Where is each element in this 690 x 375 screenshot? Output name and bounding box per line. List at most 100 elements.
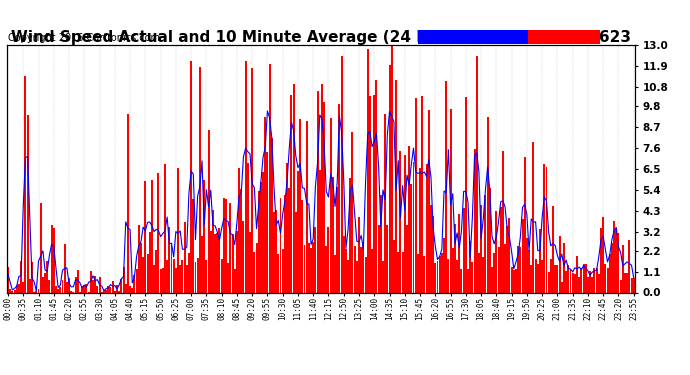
Bar	[338, 104, 340, 292]
Bar	[524, 157, 526, 292]
Bar	[247, 163, 249, 292]
Bar	[591, 277, 593, 292]
Bar	[454, 224, 456, 292]
FancyBboxPatch shape	[528, 30, 600, 44]
Bar	[184, 222, 186, 292]
Bar	[157, 173, 159, 292]
Bar	[103, 290, 105, 292]
Bar	[631, 278, 633, 292]
Bar	[149, 232, 150, 292]
Bar	[574, 274, 576, 292]
Bar	[199, 67, 201, 292]
Bar	[441, 253, 443, 292]
Bar	[310, 248, 312, 292]
Bar	[282, 249, 284, 292]
Bar	[349, 178, 351, 292]
Bar	[486, 117, 489, 292]
Bar	[242, 221, 244, 292]
Bar	[404, 155, 406, 292]
Bar	[332, 177, 334, 292]
Bar	[336, 188, 338, 292]
Bar	[548, 273, 550, 292]
Bar	[358, 217, 360, 292]
Bar	[469, 241, 471, 292]
Bar	[393, 240, 395, 292]
Bar	[277, 254, 279, 292]
Bar	[535, 259, 537, 292]
Bar	[484, 195, 486, 292]
Bar	[511, 267, 513, 292]
Bar	[561, 282, 563, 292]
Bar	[546, 166, 547, 292]
Bar	[556, 265, 558, 292]
Bar	[351, 132, 353, 292]
Bar	[144, 181, 146, 292]
Bar	[528, 250, 530, 292]
Bar	[83, 285, 86, 292]
Bar	[354, 246, 355, 292]
Bar	[229, 203, 231, 292]
Bar	[288, 188, 290, 292]
Bar	[522, 219, 524, 292]
Bar	[29, 279, 31, 292]
Bar	[186, 265, 188, 292]
Bar	[204, 180, 205, 292]
Title: Wind Speed Actual and 10 Minute Average (24 Hours)  (New)  20160623: Wind Speed Actual and 10 Minute Average …	[11, 30, 631, 45]
Bar	[290, 96, 293, 292]
Bar	[426, 164, 428, 292]
Bar	[563, 243, 565, 292]
Bar	[295, 212, 297, 292]
Bar	[240, 189, 242, 292]
Bar	[120, 279, 122, 292]
Bar	[168, 226, 170, 292]
Bar	[153, 265, 155, 292]
Bar	[565, 271, 567, 292]
Bar	[315, 227, 317, 292]
Bar	[439, 256, 441, 292]
Bar	[408, 146, 410, 292]
Bar	[622, 245, 624, 292]
Bar	[75, 277, 77, 292]
Bar	[520, 247, 522, 292]
Bar	[373, 95, 375, 292]
Text: Copyright 2016 Cartronics.com: Copyright 2016 Cartronics.com	[8, 33, 159, 42]
Bar	[188, 254, 190, 292]
Bar	[46, 261, 48, 292]
Bar	[53, 228, 55, 292]
Bar	[18, 284, 20, 292]
Bar	[251, 68, 253, 292]
Bar	[543, 164, 545, 292]
Bar	[16, 285, 18, 292]
Bar	[347, 260, 349, 292]
Bar	[22, 282, 24, 292]
Bar	[55, 286, 57, 292]
Bar	[526, 238, 528, 292]
Bar	[506, 226, 509, 292]
Bar	[504, 244, 506, 292]
Bar	[219, 228, 220, 292]
Bar	[129, 286, 131, 292]
Bar	[424, 256, 426, 292]
Bar	[382, 261, 384, 292]
Bar	[576, 256, 578, 292]
Bar	[445, 81, 447, 292]
Bar	[59, 287, 61, 292]
Bar	[179, 265, 181, 292]
Bar	[172, 259, 175, 292]
Bar	[493, 253, 495, 292]
Bar	[624, 273, 626, 292]
Bar	[92, 280, 94, 292]
Bar	[489, 188, 491, 292]
Bar	[57, 289, 59, 292]
Bar	[181, 260, 184, 292]
Bar	[260, 182, 262, 292]
Bar	[245, 61, 246, 292]
Bar	[275, 210, 277, 292]
Bar	[151, 180, 153, 292]
Bar	[633, 278, 635, 292]
Bar	[388, 65, 391, 292]
Bar	[598, 274, 600, 292]
Bar	[140, 243, 142, 292]
Bar	[552, 206, 554, 292]
Bar	[161, 268, 164, 292]
